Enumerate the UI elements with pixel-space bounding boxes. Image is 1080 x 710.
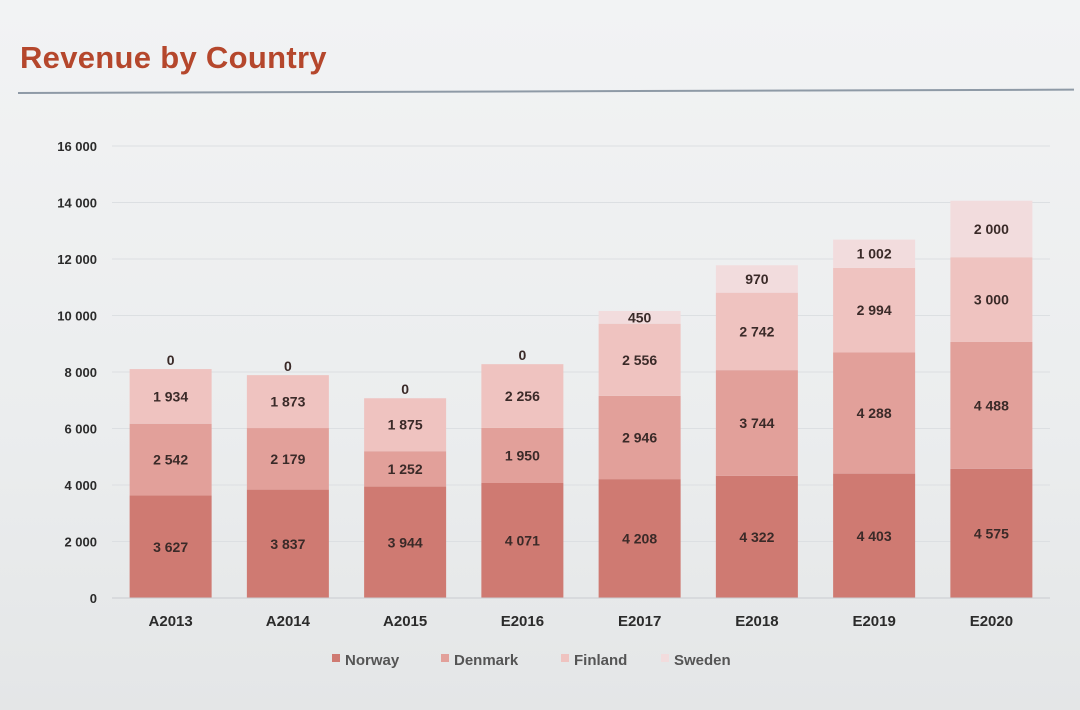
data-label-finland-a2013: 1 934 <box>153 388 188 404</box>
data-label-finland-e2019: 2 994 <box>857 302 892 318</box>
data-label-sweden-e2019: 1 002 <box>857 246 892 262</box>
data-label-norway-e2019: 4 403 <box>857 528 892 544</box>
bar-denmark-e2017 <box>598 395 681 480</box>
bar-finland-e2016 <box>481 364 564 428</box>
data-label-sweden-e2020: 2 000 <box>974 221 1009 237</box>
legend-label-sweden: Sweden <box>674 652 731 669</box>
data-label-sweden-e2017: 450 <box>628 309 652 325</box>
data-label-denmark-e2019: 4 288 <box>857 405 892 421</box>
data-label-denmark-e2016: 1 950 <box>505 447 540 463</box>
bar-sweden-e2019 <box>833 239 916 268</box>
bar-norway-e2019 <box>833 473 916 598</box>
x-tick-label: A2015 <box>383 613 427 630</box>
bar-norway-a2013 <box>129 495 212 598</box>
legend-swatch-finland <box>561 654 569 662</box>
bar-denmark-e2016 <box>481 427 564 483</box>
legend-swatch-norway <box>332 654 340 662</box>
bar-norway-e2018 <box>715 475 798 598</box>
data-label-norway-e2020: 4 575 <box>974 525 1009 541</box>
data-label-denmark-e2020: 4 488 <box>974 397 1009 413</box>
legend-label-norway: Norway <box>345 652 400 669</box>
data-label-sweden-a2014: 0 <box>284 358 292 374</box>
x-tick-label: E2020 <box>970 613 1013 630</box>
data-label-denmark-a2013: 2 542 <box>153 452 188 468</box>
y-tick-label: 4 000 <box>64 478 97 493</box>
bar-denmark-a2014 <box>246 428 329 490</box>
y-tick-label: 10 000 <box>57 309 97 324</box>
data-label-finland-a2014: 1 873 <box>270 394 305 410</box>
data-label-finland-a2015: 1 875 <box>388 417 423 433</box>
bar-finland-e2019 <box>833 267 916 353</box>
bar-denmark-e2020 <box>950 341 1033 469</box>
y-tick-label: 0 <box>90 591 97 606</box>
x-tick-label: E2016 <box>501 613 544 630</box>
data-label-finland-e2020: 3 000 <box>974 292 1009 308</box>
slide-title: Revenue by Country <box>20 40 327 75</box>
bar-norway-a2014 <box>246 489 329 598</box>
bar-denmark-a2015 <box>364 451 447 487</box>
data-label-sweden-a2013: 0 <box>167 352 175 368</box>
bar-norway-e2017 <box>598 479 681 598</box>
data-label-denmark-e2017: 2 946 <box>622 430 657 446</box>
x-tick-label: E2019 <box>852 613 895 630</box>
data-label-denmark-a2015: 1 252 <box>388 461 423 477</box>
bar-norway-a2015 <box>364 486 447 598</box>
legend-label-finland: Finland <box>574 652 627 669</box>
data-label-sweden-a2015: 0 <box>401 381 409 397</box>
data-label-norway-a2013: 3 627 <box>153 539 188 555</box>
data-label-denmark-a2014: 2 179 <box>270 451 305 467</box>
bar-finland-a2014 <box>246 375 329 429</box>
data-label-norway-a2015: 3 944 <box>388 534 423 550</box>
y-tick-label: 2 000 <box>64 535 97 550</box>
data-label-norway-a2014: 3 837 <box>270 536 305 552</box>
bar-finland-e2018 <box>715 292 798 371</box>
bar-finland-e2017 <box>598 323 681 396</box>
data-label-finland-e2016: 2 256 <box>505 388 540 404</box>
legend-swatch-denmark <box>441 654 449 662</box>
data-label-norway-e2016: 4 071 <box>505 532 540 548</box>
data-label-sweden-e2018: 970 <box>745 271 769 287</box>
x-tick-label: E2018 <box>735 613 778 630</box>
data-label-denmark-e2018: 3 744 <box>739 415 774 431</box>
y-tick-label: 8 000 <box>64 365 97 380</box>
bar-denmark-e2019 <box>833 352 916 474</box>
bar-finland-e2020 <box>950 257 1033 342</box>
bar-finland-a2015 <box>364 398 447 452</box>
data-label-finland-e2018: 2 742 <box>739 323 774 339</box>
data-label-norway-e2018: 4 322 <box>739 529 774 545</box>
y-tick-label: 12 000 <box>57 252 97 267</box>
legend-label-denmark: Denmark <box>454 652 519 669</box>
x-tick-label: A2014 <box>266 613 311 630</box>
x-tick-label: E2017 <box>618 613 661 630</box>
data-label-norway-e2017: 4 208 <box>622 531 657 547</box>
bar-sweden-e2020 <box>950 200 1033 258</box>
y-tick-label: 14 000 <box>57 196 97 211</box>
y-tick-label: 16 000 <box>57 139 97 154</box>
bar-sweden-e2018 <box>715 265 798 293</box>
bar-norway-e2016 <box>481 482 564 598</box>
bar-finland-a2013 <box>129 369 212 424</box>
bar-denmark-a2013 <box>129 423 212 496</box>
data-label-sweden-e2016: 0 <box>518 347 526 363</box>
bar-denmark-e2018 <box>715 370 798 476</box>
y-tick-label: 6 000 <box>64 422 97 437</box>
x-tick-label: A2013 <box>149 613 193 630</box>
data-label-finland-e2017: 2 556 <box>622 352 657 368</box>
legend-swatch-sweden <box>661 654 669 662</box>
bar-norway-e2020 <box>950 468 1033 598</box>
bar-sweden-e2017 <box>598 310 681 324</box>
